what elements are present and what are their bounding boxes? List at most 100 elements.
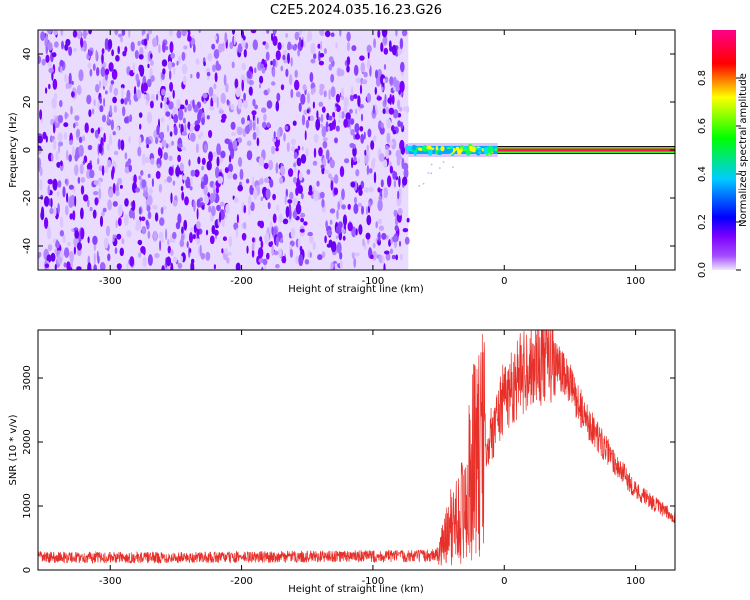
noise-speckle [45,87,48,94]
signal-speckle [450,145,454,149]
noise-speckle [71,80,74,85]
noise-speckle [377,187,381,193]
noise-speckle [93,180,100,186]
noise-speckle [70,260,73,268]
noise-speckle [63,131,68,140]
noise-speckle [161,88,166,96]
noise-speckle [245,42,249,50]
noise-speckle [76,85,82,95]
noise-speckle [294,31,299,41]
noise-speckle [211,225,216,235]
noise-speckle [123,214,129,227]
noise-speckle [366,214,372,226]
noise-speckle [297,48,300,57]
noise-speckle [285,188,288,198]
noise-speckle [165,111,171,117]
noise-speckle [188,159,191,167]
noise-speckle [272,193,276,201]
noise-speckle [252,131,257,140]
stray-point [452,166,454,169]
noise-speckle [167,238,170,246]
noise-speckle [251,242,255,251]
noise-speckle [280,65,284,72]
noise-speckle [256,137,260,147]
noise-speckle [117,45,120,55]
noise-speckle [321,106,326,113]
noise-speckle [117,126,120,131]
noise-speckle [233,197,239,203]
noise-speckle [230,132,236,136]
noise-speckle [300,192,304,200]
noise-speckle [372,135,377,142]
noise-speckle [306,169,311,175]
noise-speckle [98,143,103,154]
noise-speckle [127,158,132,165]
noise-speckle [230,121,236,130]
noise-speckle [142,30,146,35]
noise-speckle [165,46,169,51]
noise-speckle [217,176,224,184]
noise-speckle [335,225,342,235]
noise-speckle [101,211,105,217]
noise-speckle [381,30,388,38]
noise-speckle [112,131,116,136]
noise-speckle [366,206,368,215]
noise-speckle [87,262,92,270]
noise-speckle [275,147,279,152]
noise-speckle [366,92,372,103]
noise-speckle [216,96,219,109]
noise-speckle [147,30,153,35]
noise-speckle [375,221,379,229]
noise-speckle [112,96,117,104]
noise-speckle [135,224,140,231]
noise-speckle [89,169,95,179]
noise-speckle [295,203,302,215]
noise-speckle [264,232,270,245]
noise-speckle [389,76,394,85]
noise-speckle [297,145,301,151]
noise-speckle [337,201,341,211]
y-tick-label: 3000 [22,365,33,390]
noise-speckle [299,228,305,233]
noise-speckle [385,252,391,261]
noise-speckle [280,238,283,243]
noise-speckle [298,254,304,267]
noise-speckle [397,213,402,223]
noise-speckle [353,196,358,204]
noise-speckle [64,73,68,84]
stray-point [439,167,441,169]
x-tick-label: -100 [362,576,385,587]
noise-speckle [53,30,58,36]
noise-speckle [226,99,230,105]
noise-speckle [101,48,105,55]
noise-speckle [141,179,147,189]
noise-speckle [181,131,188,136]
noise-speckle [76,248,82,257]
noise-speckle [382,108,386,115]
noise-speckle [133,174,137,185]
noise-speckle [328,115,333,121]
noise-speckle [57,132,63,143]
noise-speckle [66,149,69,161]
noise-speckle [135,187,141,193]
noise-speckle [323,90,327,98]
noise-speckle [181,63,188,75]
noise-speckle [396,155,401,166]
noise-speckle [59,230,65,237]
noise-speckle [112,234,115,243]
noise-speckle [38,55,42,65]
noise-speckle [113,105,118,113]
noise-speckle [307,231,314,237]
spectrogram-marks [38,30,675,270]
noise-speckle [216,204,221,212]
noise-speckle [354,133,361,140]
noise-speckle [393,179,396,188]
noise-speckle [268,159,274,171]
noise-speckle [319,30,325,36]
noise-speckle [78,136,83,143]
noise-speckle [59,216,64,228]
noise-speckle [226,171,233,180]
noise-speckle [210,97,214,108]
noise-speckle [176,60,179,66]
colorbar: 0.0 0.2 0.4 0.6 0.8 Normalized spectral ampl… [697,30,749,278]
